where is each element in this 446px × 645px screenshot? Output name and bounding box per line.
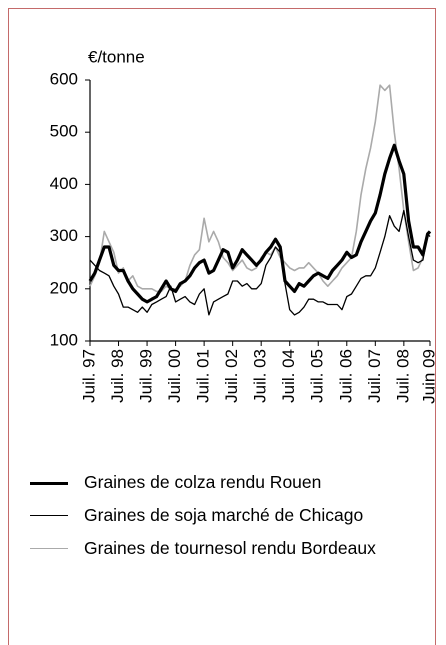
legend-entry: Graines de soja marché de Chicago: [30, 505, 440, 526]
x-tick-label: Juil. 03: [251, 349, 270, 403]
series-line: [88, 143, 432, 304]
y-tick-label: 600: [50, 69, 78, 88]
x-tick-label: Juil. 97: [79, 349, 98, 403]
legend: Graines de colza rendu Rouen Graines de s…: [30, 472, 440, 571]
legend-entry: Graines de colza rendu Rouen: [30, 472, 440, 493]
legend-label: Graines de colza rendu Rouen: [84, 472, 322, 492]
y-axis-label: €/tonne: [88, 47, 145, 66]
legend-entry: Graines de tournesol rendu Bordeaux: [30, 538, 440, 559]
series-line: [89, 209, 431, 316]
legend-swatch: [30, 515, 68, 516]
x-tick-label: Juil. 01: [194, 349, 213, 403]
x-tick-label: Juil. 05: [308, 349, 327, 403]
y-tick-label: 200: [50, 278, 78, 297]
y-tick-label: 400: [50, 174, 78, 193]
x-tick-label: Juil. 04: [279, 349, 298, 403]
legend-label: Graines de tournesol rendu Bordeaux: [84, 538, 376, 558]
legend-swatch: [30, 482, 68, 485]
frame: [8, 8, 436, 645]
legend-swatch: [30, 548, 68, 549]
y-tick-label: 300: [50, 226, 78, 245]
y-tick-label: 100: [50, 330, 78, 349]
x-tick-label: Juil. 08: [393, 349, 412, 403]
x-tick-label: Juil. 00: [165, 349, 184, 403]
x-tick-label: Juil. 07: [365, 349, 384, 403]
y-tick-label: 500: [50, 122, 78, 141]
x-tick-label: Juil. 02: [222, 349, 241, 403]
x-tick-label: Juil. 99: [137, 349, 156, 403]
x-tick-label: Juil. 98: [108, 349, 127, 403]
legend-label: Graines de soja marché de Chicago: [84, 505, 364, 525]
x-tick-label: Juin 09: [419, 349, 438, 404]
x-tick-label: Juil. 06: [336, 349, 355, 403]
